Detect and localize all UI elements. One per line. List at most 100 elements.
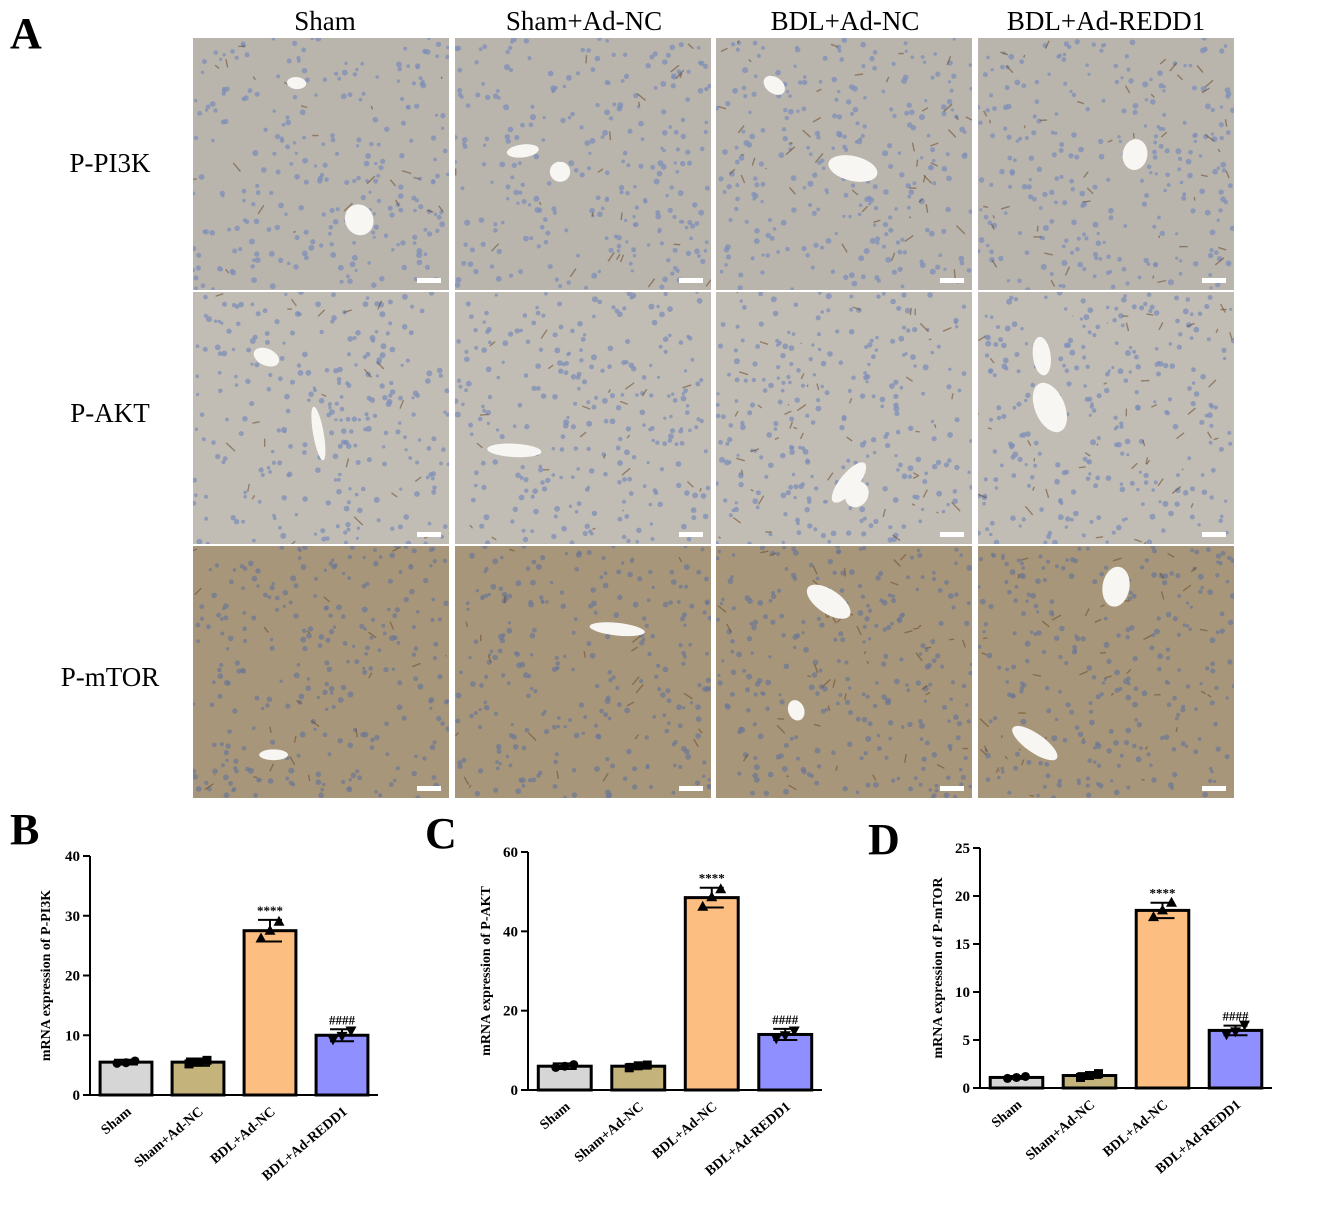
- nucleus: [627, 128, 633, 134]
- stain-strand: [343, 309, 352, 314]
- data-point: [184, 1059, 194, 1069]
- nucleus: [519, 777, 526, 784]
- nucleus: [252, 258, 256, 263]
- stain-strand: [1096, 443, 1099, 446]
- nucleus: [595, 683, 600, 689]
- nucleus: [1156, 124, 1160, 129]
- nucleus: [396, 243, 400, 247]
- nucleus: [218, 388, 223, 394]
- nucleus: [954, 464, 960, 471]
- nucleus: [1151, 548, 1157, 554]
- stain-strand: [583, 651, 587, 659]
- nucleus: [989, 520, 995, 526]
- nucleus: [851, 280, 858, 287]
- nucleus: [346, 443, 352, 449]
- stain-strand: [631, 635, 641, 643]
- nucleus: [465, 601, 470, 606]
- nucleus: [592, 314, 596, 319]
- nucleus: [861, 531, 867, 537]
- nucleus: [727, 372, 731, 377]
- nucleus: [1139, 305, 1145, 311]
- nucleus: [595, 195, 601, 201]
- stain-strand: [1190, 566, 1197, 573]
- nucleus: [521, 546, 527, 549]
- nucleus: [521, 745, 527, 751]
- nucleus: [633, 221, 639, 228]
- nucleus: [1224, 754, 1230, 760]
- nucleus: [437, 617, 442, 622]
- nucleus: [482, 44, 488, 50]
- nucleus: [462, 144, 468, 149]
- nucleus: [533, 508, 539, 515]
- nucleus: [429, 706, 433, 710]
- nucleus: [204, 516, 209, 521]
- nucleus: [671, 742, 676, 747]
- nucleus: [997, 775, 1001, 780]
- nucleus: [505, 754, 510, 759]
- nucleus: [315, 38, 322, 42]
- nucleus: [1219, 135, 1224, 141]
- nucleus: [1074, 725, 1080, 730]
- nucleus: [481, 404, 485, 409]
- stain-strand: [1190, 503, 1194, 508]
- nucleus: [308, 244, 315, 251]
- nucleus: [630, 557, 635, 562]
- nucleus: [935, 71, 941, 77]
- nucleus: [289, 162, 294, 166]
- nucleus: [1036, 118, 1042, 124]
- nucleus: [525, 339, 531, 345]
- nucleus: [193, 275, 199, 281]
- stain-strand: [922, 175, 926, 183]
- nucleus: [1225, 579, 1230, 584]
- nucleus: [805, 413, 810, 418]
- nucleus: [1042, 784, 1047, 789]
- nucleus: [457, 760, 463, 766]
- nucleus: [568, 504, 573, 508]
- nucleus: [528, 600, 533, 605]
- nucleus: [680, 133, 686, 140]
- nucleus: [651, 319, 658, 326]
- nucleus: [788, 345, 795, 351]
- nucleus: [1166, 702, 1172, 708]
- nucleus: [782, 343, 789, 350]
- nucleus: [683, 564, 690, 570]
- nucleus: [212, 680, 216, 685]
- nucleus: [1092, 333, 1097, 338]
- y-tick-label: 40: [503, 924, 518, 940]
- nucleus: [824, 707, 829, 712]
- nucleus: [890, 621, 894, 626]
- nucleus: [947, 458, 952, 463]
- nucleus: [1210, 661, 1216, 667]
- nucleus: [233, 519, 240, 525]
- nucleus: [253, 218, 260, 225]
- nucleus: [360, 194, 366, 201]
- nucleus: [327, 402, 332, 407]
- x-tick-label: Sham: [537, 1099, 573, 1133]
- nucleus: [669, 185, 674, 190]
- nucleus: [431, 436, 437, 442]
- nucleus: [801, 619, 806, 625]
- nucleus: [1146, 164, 1152, 170]
- stain-strand: [983, 110, 988, 117]
- nucleus: [241, 586, 245, 591]
- y-tick-label: 20: [65, 969, 80, 985]
- nucleus: [375, 75, 379, 79]
- nucleus: [1182, 308, 1189, 315]
- nucleus: [776, 250, 780, 254]
- nucleus: [293, 264, 299, 270]
- stain-strand: [391, 492, 398, 498]
- nucleus: [855, 790, 860, 795]
- nucleus: [362, 669, 368, 675]
- stain-strand: [686, 480, 694, 488]
- nucleus: [436, 214, 442, 220]
- nucleus: [761, 377, 766, 382]
- nucleus: [881, 694, 887, 700]
- nucleus: [241, 96, 246, 102]
- stain-strand: [789, 421, 794, 429]
- nucleus: [496, 375, 501, 380]
- nucleus: [1054, 131, 1058, 135]
- stain-strand: [1083, 171, 1089, 179]
- nucleus: [991, 553, 997, 558]
- nucleus: [1011, 321, 1018, 328]
- nucleus: [324, 707, 329, 711]
